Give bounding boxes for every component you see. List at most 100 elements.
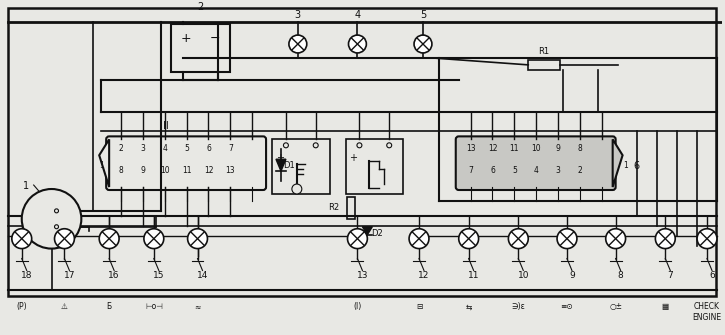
Text: R2: R2 [328,203,339,212]
FancyBboxPatch shape [456,136,616,190]
Polygon shape [613,139,623,187]
Text: 11: 11 [510,144,519,153]
Circle shape [508,229,529,249]
Circle shape [557,229,577,249]
Text: 7: 7 [228,144,233,153]
Text: 6: 6 [634,161,639,171]
Circle shape [289,35,307,53]
Text: (I): (I) [353,302,362,311]
FancyBboxPatch shape [106,136,266,190]
Circle shape [409,229,429,249]
Text: ▦: ▦ [662,302,669,311]
Circle shape [12,229,32,249]
Text: 10: 10 [531,144,541,153]
Text: +: + [276,153,284,163]
Text: R1: R1 [539,47,550,56]
Text: 7: 7 [468,166,473,175]
Text: 11: 11 [468,271,479,280]
Circle shape [459,229,478,249]
Text: ∋)ε: ∋)ε [511,302,525,311]
Text: 15: 15 [153,271,165,280]
Text: 6: 6 [709,271,715,280]
Text: ○±: ○± [609,302,622,311]
Circle shape [414,35,432,53]
Bar [529,60,560,70]
Circle shape [347,229,368,249]
Bar [170,24,231,72]
Circle shape [188,229,207,249]
Bar [8,8,716,296]
Text: 9: 9 [569,271,575,280]
Circle shape [54,229,75,249]
Text: D1: D1 [283,161,295,170]
Text: D2: D2 [371,229,384,238]
Text: 1: 1 [99,161,104,170]
Text: 3: 3 [141,144,145,153]
Text: 5: 5 [512,166,517,175]
Bar [347,197,355,219]
Text: ⊟: ⊟ [416,302,422,311]
Text: ≈: ≈ [194,302,201,311]
Polygon shape [99,139,109,187]
Text: 10: 10 [518,271,529,280]
Circle shape [54,225,59,229]
Text: 8: 8 [618,271,623,280]
Circle shape [313,143,318,148]
Text: 4: 4 [355,10,360,20]
Text: 1: 1 [624,161,628,170]
Text: 17: 17 [64,271,75,280]
Text: 5: 5 [420,10,426,20]
Text: 4: 4 [534,166,539,175]
Text: ≡⊙: ≡⊙ [560,302,573,311]
Text: 1: 1 [22,181,29,191]
Text: 12: 12 [488,144,497,153]
Text: 2: 2 [578,166,582,175]
Text: 8: 8 [119,166,123,175]
Text: 2: 2 [119,144,123,153]
Text: 13: 13 [225,166,235,175]
Text: 6: 6 [206,144,211,153]
Text: 6: 6 [490,166,495,175]
Circle shape [655,229,675,249]
Text: ⇆: ⇆ [465,302,472,311]
Circle shape [22,189,81,249]
Text: −: − [210,32,220,45]
Circle shape [283,143,289,148]
Text: 18: 18 [21,271,33,280]
Text: 14: 14 [196,271,208,280]
Text: 13: 13 [357,271,368,280]
Circle shape [349,35,366,53]
Polygon shape [276,159,286,171]
Text: 3: 3 [295,10,301,20]
Circle shape [697,229,717,249]
Text: ⊢o⊣: ⊢o⊣ [145,302,163,311]
Circle shape [292,184,302,194]
Text: II: II [163,121,169,131]
Text: (P): (P) [17,302,27,311]
Text: 4: 4 [162,144,167,153]
Text: 16: 16 [108,271,120,280]
Text: 5: 5 [184,144,189,153]
Text: CHECK
ENGINE: CHECK ENGINE [692,302,721,322]
Text: 12: 12 [418,271,430,280]
Text: 11: 11 [182,166,191,175]
Text: 8: 8 [578,144,582,153]
Text: 2: 2 [197,2,204,12]
Text: 13: 13 [466,144,476,153]
Text: 9: 9 [141,166,145,175]
Text: ⚠: ⚠ [61,302,68,311]
Circle shape [54,209,59,213]
Text: 3: 3 [555,166,560,175]
Text: Б: Б [107,302,112,311]
Text: 7: 7 [668,271,673,280]
Circle shape [99,229,119,249]
Bar [272,139,330,194]
Text: +: + [181,32,191,45]
Text: 9: 9 [555,144,560,153]
Circle shape [605,229,626,249]
Text: 12: 12 [204,166,213,175]
Text: +: + [349,153,357,163]
Text: 10: 10 [160,166,170,175]
Circle shape [357,143,362,148]
Bar [346,139,403,194]
